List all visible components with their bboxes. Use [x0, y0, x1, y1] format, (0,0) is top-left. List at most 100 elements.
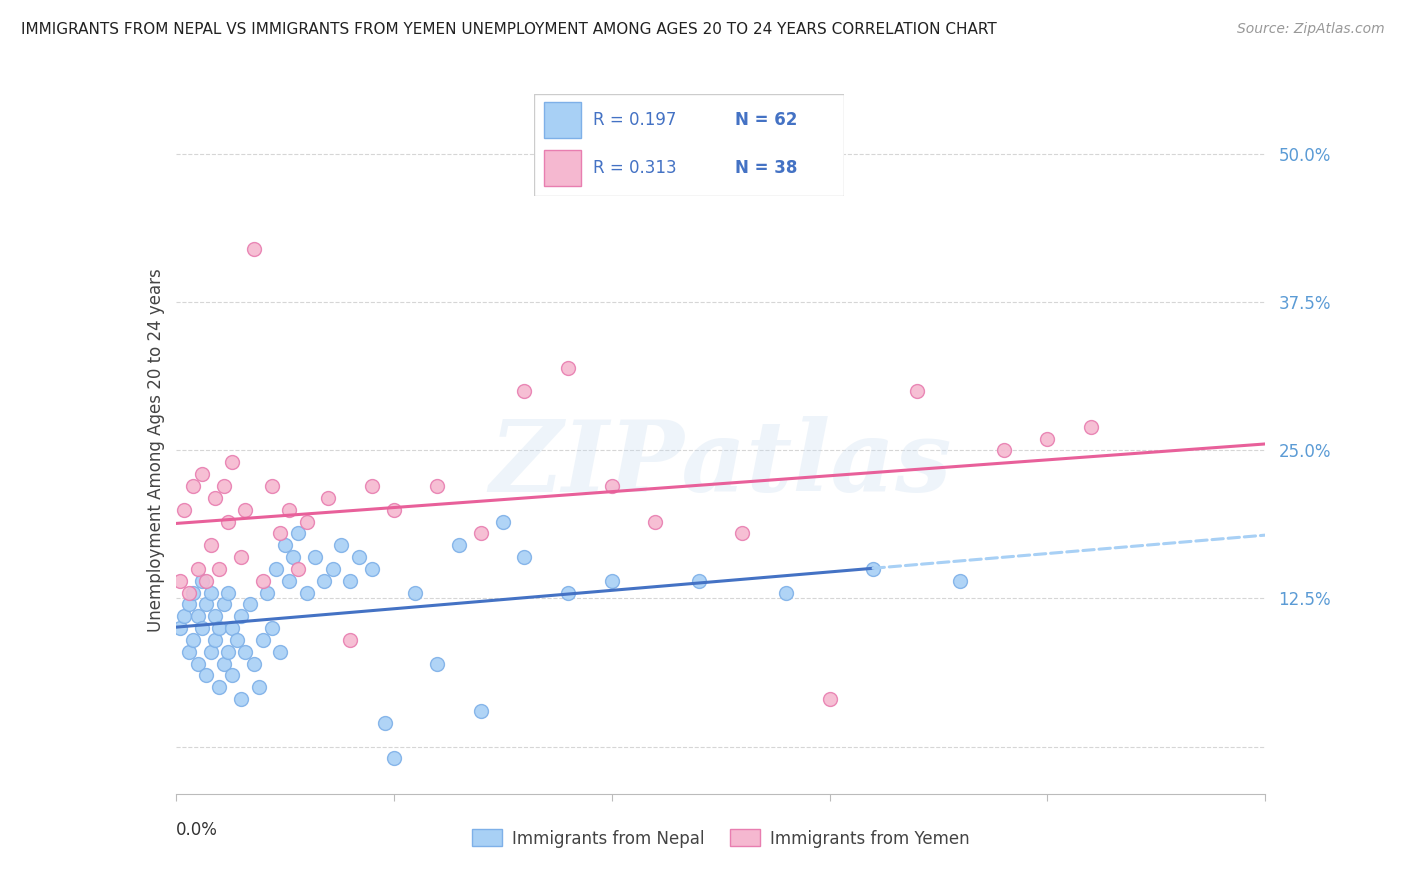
Point [181, 632, 204, 647]
Point [169, 621, 191, 635]
FancyBboxPatch shape [544, 150, 581, 186]
Point [382, 751, 405, 765]
Point [269, 526, 291, 541]
Point [283, 549, 305, 564]
Point [208, 681, 231, 695]
Point [217, 515, 239, 529]
Point [513, 549, 536, 564]
Point [287, 562, 309, 576]
Point [360, 562, 382, 576]
Point [775, 585, 797, 599]
FancyBboxPatch shape [534, 94, 844, 196]
Y-axis label: Unemployment Among Ages 20 to 24 years: Unemployment Among Ages 20 to 24 years [146, 268, 165, 632]
Point [295, 515, 318, 529]
Point [949, 574, 972, 588]
Legend: Immigrants from Nepal, Immigrants from Yemen: Immigrants from Nepal, Immigrants from Y… [465, 822, 976, 855]
Point [322, 562, 344, 576]
Point [243, 657, 266, 671]
Point [217, 585, 239, 599]
Point [470, 704, 492, 718]
Point [212, 657, 235, 671]
Point [295, 585, 318, 599]
Point [186, 562, 209, 576]
Point [374, 715, 396, 730]
Point [905, 384, 928, 399]
Point [447, 538, 470, 552]
Point [212, 598, 235, 612]
Point [382, 502, 405, 516]
Point [339, 632, 361, 647]
Point [208, 621, 231, 635]
Point [252, 632, 274, 647]
Point [200, 538, 222, 552]
Point [195, 574, 218, 588]
Point [557, 585, 579, 599]
Point [339, 574, 361, 588]
Point [195, 598, 218, 612]
Point [330, 538, 353, 552]
Point [195, 668, 218, 682]
Point [231, 692, 253, 706]
Point [177, 585, 200, 599]
Point [177, 598, 200, 612]
Point [239, 598, 262, 612]
Point [260, 479, 283, 493]
Point [191, 574, 214, 588]
Point [173, 502, 195, 516]
Point [492, 515, 515, 529]
Point [278, 574, 301, 588]
Point [252, 574, 274, 588]
Point [513, 384, 536, 399]
Text: ZIPatlas: ZIPatlas [489, 416, 952, 512]
Point [470, 526, 492, 541]
Point [204, 632, 226, 647]
Point [731, 526, 754, 541]
Text: 0.0%: 0.0% [176, 822, 218, 839]
Text: R = 0.313: R = 0.313 [593, 159, 676, 177]
Point [818, 692, 841, 706]
Point [181, 479, 204, 493]
Point [274, 538, 297, 552]
Point [269, 645, 291, 659]
Text: IMMIGRANTS FROM NEPAL VS IMMIGRANTS FROM YEMEN UNEMPLOYMENT AMONG AGES 20 TO 24 : IMMIGRANTS FROM NEPAL VS IMMIGRANTS FROM… [21, 22, 997, 37]
Point [235, 645, 257, 659]
Point [600, 479, 623, 493]
Point [426, 657, 449, 671]
Text: Source: ZipAtlas.com: Source: ZipAtlas.com [1237, 22, 1385, 37]
Point [688, 574, 710, 588]
FancyBboxPatch shape [544, 102, 581, 137]
Point [186, 609, 209, 624]
Point [993, 443, 1015, 458]
Text: N = 62: N = 62 [735, 112, 797, 129]
Point [278, 502, 301, 516]
Point [304, 549, 326, 564]
Point [264, 562, 287, 576]
Point [600, 574, 623, 588]
Point [862, 562, 884, 576]
Point [212, 479, 235, 493]
Point [191, 467, 214, 482]
Point [204, 609, 226, 624]
Point [405, 585, 427, 599]
Point [181, 585, 204, 599]
Point [557, 360, 579, 375]
Text: N = 38: N = 38 [735, 159, 797, 177]
Point [186, 657, 209, 671]
Point [243, 242, 266, 256]
Point [235, 502, 257, 516]
Point [318, 491, 340, 505]
Point [360, 479, 382, 493]
Text: R = 0.197: R = 0.197 [593, 112, 676, 129]
Point [200, 585, 222, 599]
Point [231, 549, 253, 564]
Point [644, 515, 666, 529]
Point [221, 455, 243, 469]
Point [260, 621, 283, 635]
Point [426, 479, 449, 493]
Point [204, 491, 226, 505]
Point [217, 645, 239, 659]
Point [1036, 432, 1059, 446]
Point [256, 585, 278, 599]
Point [200, 645, 222, 659]
Point [169, 574, 191, 588]
